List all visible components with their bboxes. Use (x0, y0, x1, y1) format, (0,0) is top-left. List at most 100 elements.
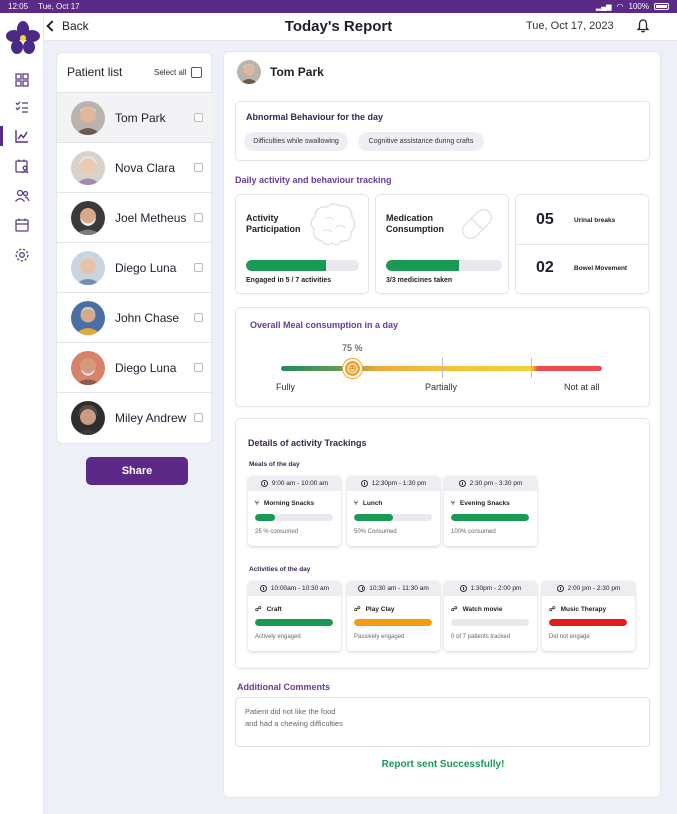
meal-time: 12:30pm - 1:30 pm (371, 480, 427, 487)
meal-tile[interactable]: 9:00 am - 10:00 am ⑂ Morning Snacks 25 % … (248, 476, 341, 546)
patient-checkbox[interactable] (194, 263, 203, 272)
patient-checkbox[interactable] (194, 413, 203, 422)
bell-icon[interactable] (637, 19, 649, 33)
counts-card: 05 Urinal breaks 02 Bowel Movement (515, 194, 650, 294)
patient-checkbox[interactable] (194, 113, 203, 122)
meal-time: 2:30 pm - 3:30 pm (469, 480, 523, 487)
wifi-icon: ◠ (616, 2, 624, 11)
scale-label-partially: Partially (425, 382, 458, 392)
smiley-icon (347, 363, 358, 374)
activities-subtitle: Activities of the day (249, 566, 311, 573)
avatar (237, 60, 261, 84)
activity-caption: 0 of 7 patients tracked (451, 634, 511, 640)
activity-progress-bar (354, 619, 432, 626)
meal-progress-fill (451, 514, 529, 521)
meal-tile[interactable]: 12:30pm - 1:30 pm ⑂ Lunch 50% Consumed (347, 476, 440, 546)
patient-checkbox[interactable] (194, 313, 203, 322)
dashboard-icon[interactable] (14, 72, 30, 88)
checklist-icon[interactable] (14, 99, 30, 115)
scale-label-not-at-all: Not at all (564, 382, 600, 392)
behaviour-chip: Difficulties while swallowing (244, 132, 348, 151)
urinal-breaks-count: 05 (536, 211, 554, 228)
activity-tile[interactable]: 2:00 pm - 2:30 pm ☍ Music Therapy Did not… (542, 581, 635, 651)
clock-icon (459, 585, 467, 592)
back-button[interactable]: Back (46, 19, 89, 33)
meal-name: Lunch (362, 500, 383, 507)
activity-icon: ☍ (354, 606, 361, 613)
activity-time: 10:30 am - 11:30 am (369, 585, 429, 592)
activity-tile[interactable]: 10:30 am - 11:30 am ☍ Play Clay Passively… (347, 581, 440, 651)
activity-details-title: Details of activity Trackings (248, 438, 367, 448)
activity-tile[interactable]: 1:30pm - 2:00 pm ☍ Watch movie 0 of 7 pat… (444, 581, 537, 651)
activity-caption: Passively engaged (354, 634, 405, 640)
comments-textarea[interactable]: Patient did not like the food and had a … (235, 697, 650, 747)
avatar (71, 200, 105, 235)
patient-name: John Chase (115, 310, 180, 325)
behaviour-chip: Cognitive assistance during crafts (358, 132, 484, 151)
report-panel: Tom Park Abnormal Behaviour for the day … (223, 51, 661, 798)
patient-checkbox[interactable] (194, 213, 203, 222)
patient-row[interactable]: Tom Park (57, 92, 213, 142)
avatar (71, 300, 105, 335)
calendar-user-icon[interactable] (14, 158, 30, 174)
activity-progress-bar (451, 619, 529, 626)
avatar (71, 150, 105, 185)
success-message: Report sent Successfully! (381, 759, 505, 770)
activity-time: 1:30pm - 2:00 pm (470, 585, 522, 592)
meal-time: 9:00 am - 10:00 am (271, 480, 329, 487)
meal-consumption-scale (281, 366, 602, 371)
meal-progress-bar (451, 514, 529, 521)
cutlery-icon: ⑂ (354, 500, 358, 507)
patient-row[interactable]: Nova Clara (57, 142, 213, 192)
activity-progress-fill (255, 619, 333, 626)
meal-percent-label: 75 % (342, 343, 363, 353)
medication-card: Medication Consumption 3/3 medicines tak… (375, 194, 509, 294)
report-patient-name: Tom Park (270, 65, 324, 79)
patient-row[interactable]: Joel Metheus (57, 192, 213, 242)
meal-tile[interactable]: 2:30 pm - 3:30 pm ⑂ Evening Snacks 100% c… (444, 476, 537, 546)
activity-details-card: Details of activity Trackings Meals of t… (235, 418, 650, 669)
activity-name: Music Therapy (560, 605, 607, 613)
activity-icon: ☍ (549, 606, 556, 613)
patient-row[interactable]: John Chase (57, 292, 213, 342)
activity-tile[interactable]: 10:00am - 10:30 am ☍ Craft Actively engag… (248, 581, 341, 651)
settings-icon[interactable] (14, 247, 30, 263)
medication-caption: 3/3 medicines taken (386, 277, 453, 284)
meal-consumption-title: Overall Meal consumption in a day (250, 320, 399, 330)
select-all-control[interactable]: Select all (154, 67, 203, 78)
patient-name: Diego Luna (115, 260, 177, 275)
scale-tick (531, 358, 532, 378)
avatar (71, 350, 105, 385)
calendar-icon[interactable] (14, 217, 30, 233)
patient-checkbox[interactable] (194, 163, 203, 172)
bowel-movement-count: 02 (536, 259, 554, 276)
activity-progress-bar (255, 619, 333, 626)
clock-icon (458, 480, 466, 487)
patient-row[interactable]: Diego Luna (57, 342, 213, 392)
activity-time: 2:00 pm - 2:30 pm (567, 585, 621, 592)
cutlery-icon: ⑂ (451, 500, 455, 507)
activity-progress-fill (549, 619, 627, 626)
activity-progress-bar (549, 619, 627, 626)
avatar (71, 100, 105, 135)
users-icon[interactable] (14, 188, 30, 204)
meal-progress-fill (354, 514, 393, 521)
meal-caption: 25 % consumed (255, 529, 299, 535)
patient-checkbox[interactable] (194, 363, 203, 372)
clock-icon (360, 480, 368, 487)
activity-participation-card: Activity Participation Engaged in 5 / 7 … (235, 194, 369, 294)
meal-progress-fill (255, 514, 275, 521)
status-day: Tue, Oct 17 (38, 2, 80, 11)
patient-row[interactable]: Diego Luna (57, 242, 213, 292)
activity-caption: Actively engaged (255, 634, 301, 640)
select-all-checkbox[interactable] (191, 67, 203, 78)
share-button[interactable]: Share (86, 457, 188, 485)
battery-percent: 100% (628, 2, 649, 11)
analytics-icon[interactable] (14, 128, 30, 144)
status-bar: 12:05 Tue, Oct 17 ▂▄▆ ◠ 100% (0, 0, 677, 13)
patient-row[interactable]: Miley Andrew (57, 392, 213, 442)
patient-name: Nova Clara (115, 160, 176, 175)
top-bar: Today's Report Back Tue, Oct 17, 2023 (0, 13, 677, 41)
meal-name: Evening Snacks (459, 500, 510, 507)
medication-title: Medication Consumption (386, 213, 444, 234)
